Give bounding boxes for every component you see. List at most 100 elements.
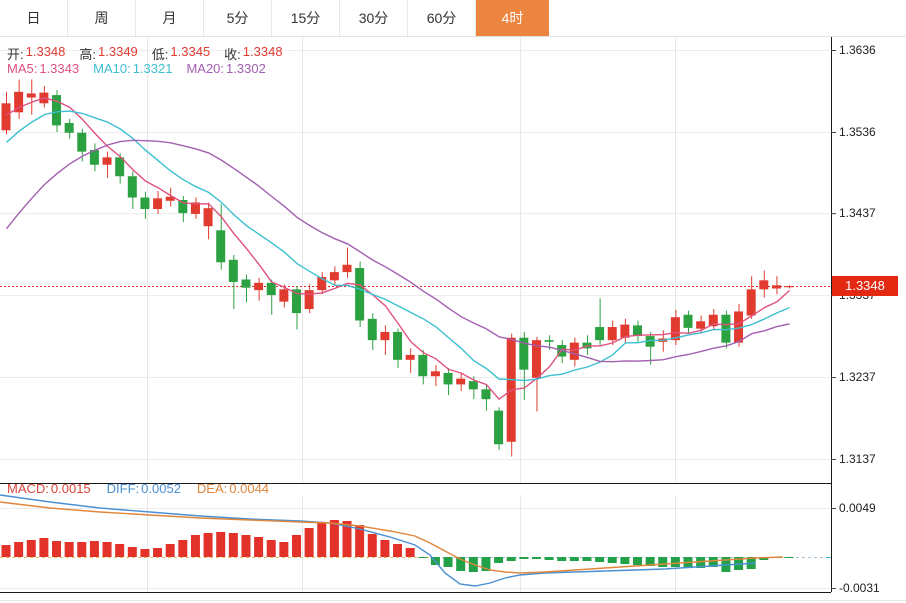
candle-body-up	[771, 285, 781, 289]
macd-hist-bar-negative	[443, 557, 453, 567]
candle-body-down	[468, 381, 478, 390]
macd-hist-bar-negative	[784, 557, 794, 558]
candle-body-up	[203, 208, 213, 227]
candle-body-down	[64, 122, 74, 133]
candle-body-up	[405, 354, 415, 360]
tab-weekly[interactable]: 周	[68, 0, 136, 36]
candle-body-down	[645, 336, 655, 347]
price-tick-label: 1.3636	[839, 43, 876, 57]
price-tick-label: 1.3536	[839, 124, 876, 139]
dea-line	[0, 501, 784, 574]
candle-body-down	[178, 199, 188, 214]
candle-body-down	[494, 410, 504, 445]
candle-body-up	[456, 378, 466, 385]
macd-hist-bar-positive	[228, 533, 238, 557]
macd-hist-bar-positive	[1, 545, 11, 557]
timeframe-tabs: 日周月 5分 15分 30分 60分 4时	[0, 0, 906, 37]
tab-monthly[interactable]: 月	[136, 0, 204, 36]
candle-body-up	[734, 311, 744, 343]
macd-hist-bar-positive	[165, 544, 175, 557]
candle-body-up	[190, 202, 200, 214]
candle-body-up	[569, 342, 579, 360]
candle-body-down	[633, 325, 642, 337]
candle-body-up	[696, 321, 706, 329]
tab-30min[interactable]: 30分	[340, 0, 408, 36]
macd-hist-bar-negative	[481, 557, 491, 571]
macd-hist-bar-negative	[519, 557, 529, 559]
candle-body-down	[443, 372, 453, 385]
macd-hist-bar-positive	[115, 544, 125, 557]
macd-hist-bar-positive	[190, 535, 200, 557]
candle-body-up	[531, 340, 541, 378]
candle-body-up	[430, 371, 440, 377]
macd-hist-bar-negative	[595, 557, 605, 562]
macd-hist-bar-negative	[607, 557, 617, 563]
tab-4hour[interactable]: 4时	[476, 0, 549, 36]
candle-body-up	[254, 282, 264, 291]
macd-hist-bar-negative	[569, 557, 579, 561]
candle-body-down	[228, 259, 238, 282]
candle-body-up	[153, 198, 163, 210]
macd-hist-bar-positive	[279, 542, 289, 557]
macd-hist-bar-positive	[216, 532, 226, 557]
macd-hist-bar-positive	[102, 542, 112, 557]
price-tick-label: 1.3137	[839, 452, 876, 466]
candle-body-down	[367, 318, 377, 341]
macd-hist-bar-positive	[203, 533, 213, 557]
candle-body-up	[342, 264, 352, 273]
candle-body-up	[380, 331, 390, 341]
macd-hist-bar-positive	[304, 528, 314, 557]
macd-hist-bar-negative	[708, 557, 718, 567]
macd-hist-bar-positive	[380, 540, 390, 557]
candle-body-down	[595, 327, 605, 341]
tab-15min[interactable]: 15分	[272, 0, 340, 36]
candle-body-up	[670, 317, 680, 341]
macd-hist-bar-positive	[254, 537, 264, 557]
macd-hist-bar-positive	[127, 547, 137, 557]
macd-hist-bar-positive	[342, 521, 352, 557]
tab-5min[interactable]: 5分	[204, 0, 272, 36]
macd-hist-bar-positive	[39, 538, 49, 557]
candle-body-down	[216, 230, 226, 263]
macd-tick-label: -0.0031	[839, 581, 880, 595]
macd-hist-bar-negative	[658, 557, 668, 567]
tab-60min[interactable]: 60分	[408, 0, 476, 36]
macd-hist-bar-negative	[531, 557, 541, 559]
candle-body-up	[279, 289, 289, 302]
macd-hist-bar-negative	[670, 557, 680, 567]
macd-hist-bar-negative	[759, 557, 769, 560]
candle-body-down	[721, 314, 731, 343]
candle-body-up	[329, 272, 339, 281]
tab-daily[interactable]: 日	[0, 0, 68, 36]
macd-hist-bar-positive	[291, 535, 301, 557]
candle-body-up	[304, 290, 314, 310]
macd-hist-bar-positive	[405, 548, 415, 557]
macd-hist-bar-positive	[317, 522, 327, 557]
candle-body-down	[519, 337, 529, 370]
macd-hist-bar-negative	[557, 557, 567, 561]
macd-hist-bar-negative	[494, 557, 504, 563]
candle-body-up	[620, 324, 630, 338]
macd-hist-bar-positive	[52, 541, 62, 557]
ma10-line	[6, 110, 790, 382]
candle-body-down	[241, 279, 251, 288]
candle-body-up	[14, 91, 24, 113]
candle-body-down	[393, 331, 403, 360]
macd-tick-label: 0.0049	[839, 501, 876, 515]
macd-hist-bar-negative	[506, 557, 516, 561]
macd-hist-bar-positive	[266, 540, 276, 557]
candle-body-up	[746, 289, 756, 316]
candle-body-up	[708, 314, 718, 327]
candle-body-down	[266, 282, 276, 296]
macd-hist-bar-negative	[696, 557, 706, 568]
price-tick-label: 1.3437	[839, 206, 876, 221]
candle-body-down	[77, 132, 87, 152]
candle-body-down	[683, 314, 693, 328]
price-tick-label: 1.3237	[839, 370, 876, 385]
macd-hist-bar-negative	[544, 557, 554, 560]
candle-body-up	[26, 93, 36, 98]
macd-hist-bar-positive	[153, 548, 163, 557]
candle-body-down	[544, 340, 554, 342]
